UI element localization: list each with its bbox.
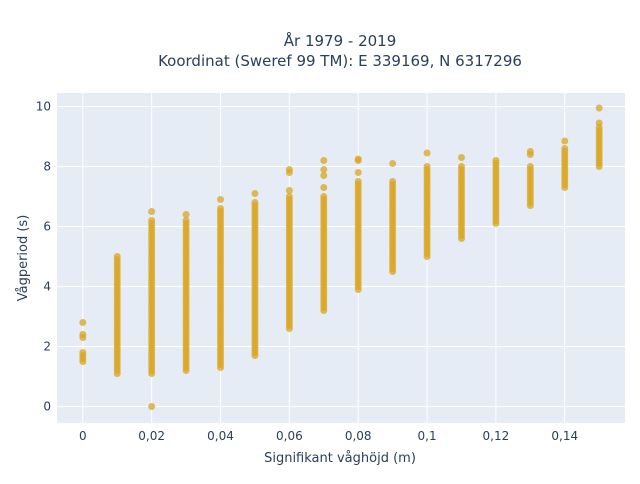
column-15 [595,104,603,170]
data-point [354,178,362,185]
y-tick-label-5: 10 [36,100,51,114]
data-point [526,163,534,170]
x-tick-label-2: 0,04 [207,429,234,443]
column-8 [354,155,362,293]
data-point [148,403,156,410]
column-6 [285,166,293,332]
x-tick-label-7: 0,14 [551,429,578,443]
data-point [354,169,362,176]
y-tick-label-1: 2 [43,340,51,354]
data-point [320,157,328,164]
x-tick-label-3: 0,06 [276,429,303,443]
column-12 [492,157,500,227]
column-13 [526,148,534,209]
data-points [79,104,603,410]
x-tick-label-1: 0,02 [138,429,165,443]
data-point [354,155,362,163]
data-point [285,193,293,200]
data-point [423,163,431,170]
data-point [79,331,87,338]
data-point [320,172,328,179]
data-point [457,154,465,161]
y-axis-title: Vågperiod (s) [16,215,31,302]
data-point [182,211,190,218]
column-3 [182,211,190,374]
data-point [113,253,121,260]
column-5 [251,190,259,359]
chart-title-line-1: År 1979 - 2019 [284,31,397,50]
chart-title-line-2: Koordinat (Sweref 99 TM): E 339169, N 63… [158,52,522,70]
y-tick-label-0: 0 [43,400,51,414]
y-tick-label-3: 6 [43,220,51,234]
data-point [526,148,534,155]
y-tick-label-4: 8 [43,160,51,174]
data-point [251,199,259,206]
column-1 [113,253,121,377]
data-point [561,137,569,145]
column-14 [561,137,569,191]
data-point [423,149,431,157]
data-point [320,193,328,200]
data-point [217,196,225,203]
column-9 [389,160,397,275]
data-point [285,166,293,173]
column-7 [320,157,328,314]
data-point [457,163,465,170]
x-tick-label-5: 0,1 [418,429,437,443]
data-point [595,104,603,112]
data-point [285,187,293,194]
column-0 [79,319,87,365]
data-point [148,217,156,224]
column-4 [217,196,225,371]
data-point [389,160,397,167]
data-point [182,217,190,224]
data-point [595,119,603,127]
y-tick-label-2: 4 [43,280,51,294]
data-point [492,157,500,164]
column-2 [148,208,156,410]
data-point [79,349,87,356]
data-point [217,205,225,212]
data-point [320,166,328,173]
tick-labels: 0 0,02 0,04 0,06 0,08 0,1 0,12 0,14 0 2 4 6 8 10 [36,100,578,444]
data-point [251,190,259,197]
x-axis-title: Signifikant våghöjd (m) [264,451,416,466]
plot-area [57,93,625,423]
x-tick-label-6: 0,12 [483,429,510,443]
data-point [320,184,328,191]
column-11 [457,154,465,242]
data-point [561,145,569,152]
data-point [389,178,397,185]
x-tick-label-4: 0,08 [345,429,372,443]
x-tick-label-0: 0 [79,429,87,443]
data-point [148,208,156,215]
data-point [79,319,87,326]
column-10 [423,149,431,260]
